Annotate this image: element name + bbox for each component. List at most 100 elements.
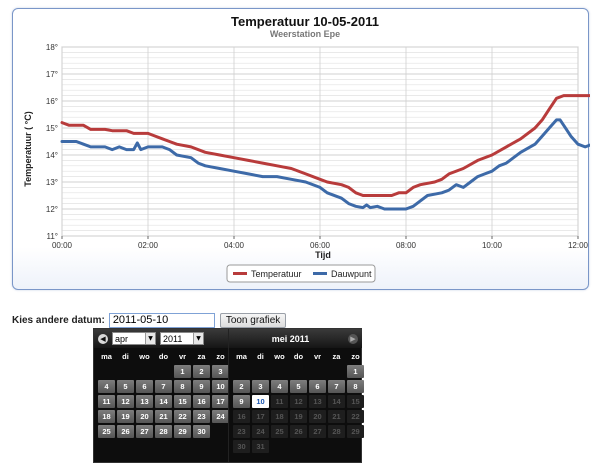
- chevron-down-icon: ▼: [145, 333, 155, 344]
- calendar-day-disabled: 31: [252, 440, 269, 453]
- y-tick-label: 12°: [46, 205, 58, 214]
- month-title: mei 2011: [271, 333, 310, 344]
- date-label: Kies andere datum:: [12, 314, 105, 326]
- weekday-header: zo: [351, 352, 360, 361]
- empty-cell: [271, 365, 288, 378]
- chart-grid: 11° 12° 13° 14° 15° 16° 17° 18° 00:00 02:00 04:00 0…: [46, 43, 589, 250]
- series-line-temperatuur: [60, 94, 590, 197]
- calendar-day-disabled: 22: [347, 410, 364, 423]
- calendar-day-disabled: 24: [252, 425, 269, 438]
- calendar-day[interactable]: 23: [193, 410, 210, 423]
- calendar-popup: ◀ apr ▼ 2011 ▼ ma di wo do vr za zo 1 2 3 4 5 6 7 8 9 10…: [93, 328, 364, 463]
- calendar-day-disabled: 21: [328, 410, 345, 423]
- calendar-day[interactable]: 1: [347, 365, 364, 378]
- calendar-day-disabled: 17: [252, 410, 269, 423]
- calendar-day[interactable]: 5: [290, 380, 307, 393]
- calendar-day[interactable]: 25: [98, 425, 115, 438]
- calendar-day[interactable]: 3: [212, 365, 229, 378]
- calendar-day[interactable]: 15: [174, 395, 191, 408]
- calendar-day[interactable]: 22: [174, 410, 191, 423]
- calendar-day-disabled: 23: [233, 425, 250, 438]
- date-input[interactable]: [108, 312, 215, 328]
- weekday-header: wo: [139, 352, 150, 361]
- month-select[interactable]: apr ▼: [112, 332, 156, 345]
- empty-cell: [155, 365, 172, 378]
- calendar-day[interactable]: 2: [233, 380, 250, 393]
- temperature-chart: Temperatuur 10-05-2011 Weerstation Epe T…: [23, 14, 590, 283]
- calendar-day-disabled: 30: [233, 440, 250, 453]
- calendar-day[interactable]: 6: [136, 380, 153, 393]
- calendar-day[interactable]: 20: [136, 410, 153, 423]
- y-axis-title: Temperatuur ( °C): [23, 111, 33, 186]
- calendar-month-april: ◀ apr ▼ 2011 ▼ ma di wo do vr za zo 1 2 3 4 5 6 7 8 9 10…: [94, 329, 229, 462]
- legend-label: Dauwpunt: [331, 269, 372, 279]
- calendar-day[interactable]: 4: [271, 380, 288, 393]
- calendar-day[interactable]: 24: [212, 410, 229, 423]
- weekday-header: do: [158, 352, 169, 361]
- calendar-day[interactable]: 6: [309, 380, 326, 393]
- calendar-day[interactable]: 14: [155, 395, 172, 408]
- calendar-day[interactable]: 5: [117, 380, 134, 393]
- x-tick-label: 10:00: [482, 241, 503, 250]
- weekday-header: wo: [274, 352, 285, 361]
- x-tick-label: 00:00: [52, 241, 73, 250]
- calendar-day-disabled: 13: [309, 395, 326, 408]
- calendar-day[interactable]: 27: [136, 425, 153, 438]
- calendar-day[interactable]: 9: [233, 395, 250, 408]
- year-select[interactable]: 2011 ▼: [160, 332, 204, 345]
- chart-subtitle: Weerstation Epe: [270, 29, 340, 39]
- calendar-day[interactable]: 7: [328, 380, 345, 393]
- calendar-day-disabled: 19: [290, 410, 307, 423]
- calendar-day[interactable]: 8: [174, 380, 191, 393]
- calendar-day[interactable]: 30: [193, 425, 210, 438]
- calendar-month-may: mei 2011 ▶ ma di wo do vr za zo 1 2 3 4 5 6 7 8 9 10 11 12…: [228, 329, 364, 462]
- calendar-day[interactable]: 21: [155, 410, 172, 423]
- calendar-day[interactable]: 29: [174, 425, 191, 438]
- y-tick-label: 14°: [46, 151, 58, 160]
- calendar-grid: ma di wo do vr za zo 1 2 3 4 5 6 7 8 9 10 11 12 13 14 15 16 17 1…: [94, 348, 229, 438]
- calendar-day[interactable]: 7: [155, 380, 172, 393]
- calendar-day[interactable]: 3: [252, 380, 269, 393]
- series-line-dauwpunt: [60, 118, 590, 211]
- chevron-down-icon: ▼: [193, 333, 203, 344]
- empty-cell: [233, 365, 250, 378]
- calendar-day[interactable]: 11: [98, 395, 115, 408]
- show-chart-button[interactable]: Toon grafiek: [219, 312, 287, 328]
- calendar-day[interactable]: 1: [174, 365, 191, 378]
- weekday-header: ma: [101, 352, 112, 361]
- empty-cell: [98, 365, 115, 378]
- y-tick-label: 17°: [46, 70, 58, 79]
- calendar-day[interactable]: 2: [193, 365, 210, 378]
- legend-label: Temperatuur: [251, 269, 302, 279]
- chevron-left-icon[interactable]: ◀: [98, 333, 108, 344]
- calendar-day[interactable]: 10: [212, 380, 229, 393]
- month-select-value: apr: [115, 333, 129, 344]
- calendar-day[interactable]: 16: [193, 395, 210, 408]
- calendar-day[interactable]: 28: [155, 425, 172, 438]
- calendar-day-today[interactable]: 10: [252, 395, 269, 408]
- calendar-day-disabled: 15: [347, 395, 364, 408]
- x-axis-title: Tijd: [315, 250, 331, 260]
- calendar-day-disabled: 25: [271, 425, 288, 438]
- x-tick-label: 06:00: [310, 241, 331, 250]
- calendar-day[interactable]: 13: [136, 395, 153, 408]
- chevron-right-icon[interactable]: ▶: [348, 333, 358, 344]
- y-tick-label: 18°: [46, 43, 58, 52]
- x-tick-label: 04:00: [224, 241, 245, 250]
- weekday-header: zo: [216, 352, 225, 361]
- weekday-header: di: [257, 352, 264, 361]
- calendar-day[interactable]: 8: [347, 380, 364, 393]
- calendar-day[interactable]: 17: [212, 395, 229, 408]
- empty-cell: [328, 365, 345, 378]
- chart-legend: Temperatuur Dauwpunt: [226, 264, 376, 283]
- date-picker-row: Kies andere datum: Toon grafiek: [12, 312, 287, 328]
- calendar-day[interactable]: 26: [117, 425, 134, 438]
- y-tick-label: 13°: [46, 178, 58, 187]
- calendar-day[interactable]: 9: [193, 380, 210, 393]
- calendar-day[interactable]: 12: [117, 395, 134, 408]
- calendar-day[interactable]: 19: [117, 410, 134, 423]
- empty-cell: [290, 365, 307, 378]
- calendar-day[interactable]: 18: [98, 410, 115, 423]
- empty-cell: [117, 365, 134, 378]
- calendar-day[interactable]: 4: [98, 380, 115, 393]
